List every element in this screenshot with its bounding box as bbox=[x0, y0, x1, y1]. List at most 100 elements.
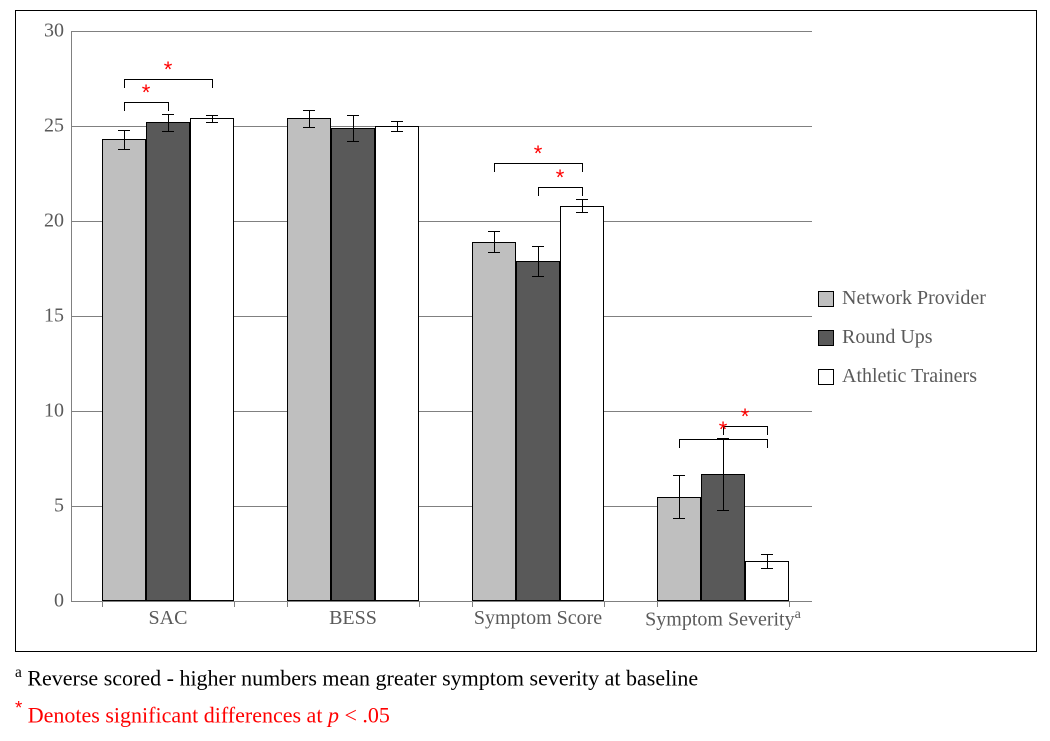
y-tick-label: 5 bbox=[54, 495, 72, 518]
x-tick-mark bbox=[287, 601, 288, 607]
x-tick-label-symsev: Symptom Severitya bbox=[645, 601, 801, 632]
figure: 0 5 10 15 20 25 30 SAC BESS Symptom Score Symptom … bbox=[0, 0, 1050, 741]
legend: Network Provider Round Ups Athletic Traine… bbox=[818, 271, 1018, 404]
sig-bracket-leg bbox=[767, 426, 768, 435]
error-cap bbox=[532, 246, 544, 247]
bar-symscore-at bbox=[560, 206, 604, 601]
x-tick-mark bbox=[472, 601, 473, 607]
sig-bracket-leg bbox=[679, 439, 680, 448]
error-cap bbox=[206, 122, 218, 123]
footnotes: a Reverse scored - higher numbers mean g… bbox=[15, 662, 1035, 731]
sig-bracket-leg bbox=[124, 102, 125, 111]
error-bar bbox=[397, 121, 398, 131]
sig-bracket-leg bbox=[212, 79, 213, 88]
bar-sac-at bbox=[190, 118, 234, 601]
error-bar bbox=[494, 231, 495, 252]
error-cap bbox=[206, 115, 218, 116]
x-tick-label-bess: BESS bbox=[329, 601, 377, 630]
footnote-star-p: p bbox=[328, 703, 339, 728]
y-tick-label: 25 bbox=[44, 115, 72, 138]
chart-frame: 0 5 10 15 20 25 30 SAC BESS Symptom Score Symptom … bbox=[15, 10, 1037, 652]
y-tick-label: 30 bbox=[44, 20, 72, 43]
sig-star: * bbox=[556, 165, 565, 191]
sig-bracket-leg bbox=[124, 79, 125, 88]
y-tick-label: 10 bbox=[44, 400, 72, 423]
sig-bracket-leg bbox=[767, 439, 768, 448]
error-bar bbox=[538, 246, 539, 276]
error-cap bbox=[118, 130, 130, 131]
error-bar bbox=[582, 199, 583, 212]
footnote-a-text: Reverse scored - higher numbers mean gre… bbox=[22, 665, 698, 690]
sig-star: * bbox=[534, 141, 543, 167]
legend-swatch bbox=[818, 330, 834, 346]
y-tick-label: 15 bbox=[44, 305, 72, 328]
sig-star: * bbox=[719, 417, 728, 443]
error-bar bbox=[168, 114, 169, 131]
error-cap bbox=[673, 475, 685, 476]
x-tick-mark bbox=[102, 601, 103, 607]
x-tick-mark bbox=[604, 601, 605, 607]
error-cap bbox=[118, 149, 130, 150]
sig-star: * bbox=[142, 80, 151, 106]
error-bar bbox=[212, 115, 213, 123]
error-cap bbox=[303, 127, 315, 128]
footnote-star-prefix: Denotes significant differences at bbox=[22, 703, 328, 728]
x-tick-label-sac: SAC bbox=[149, 601, 188, 630]
error-cap bbox=[162, 114, 174, 115]
x-tick-label-symscore: Symptom Score bbox=[474, 601, 602, 630]
error-bar bbox=[767, 554, 768, 568]
error-cap bbox=[391, 131, 403, 132]
x-tick-mark bbox=[657, 601, 658, 607]
error-cap bbox=[532, 276, 544, 277]
legend-swatch bbox=[818, 369, 834, 385]
gridline bbox=[72, 31, 812, 32]
footnote-star: * Denotes significant differences at p <… bbox=[15, 694, 1035, 731]
bar-symscore-np bbox=[472, 242, 516, 601]
error-cap bbox=[488, 231, 500, 232]
bar-symscore-ru bbox=[516, 261, 560, 601]
error-cap bbox=[761, 568, 773, 569]
bar-sac-ru bbox=[146, 122, 190, 601]
sig-bracket-leg bbox=[538, 187, 539, 196]
error-bar bbox=[124, 130, 125, 149]
legend-label: Round Ups bbox=[842, 326, 933, 349]
bar-bess-np bbox=[287, 118, 331, 601]
x-tick-mark bbox=[234, 601, 235, 607]
error-bar bbox=[723, 438, 724, 510]
error-cap bbox=[673, 518, 685, 519]
error-bar bbox=[679, 475, 680, 519]
error-bar bbox=[353, 115, 354, 142]
footnote-star-suffix: < .05 bbox=[339, 703, 390, 728]
plot-area: 051015202530SACBESSSymptom ScoreSymptom … bbox=[71, 31, 812, 602]
legend-label: Network Provider bbox=[842, 287, 986, 310]
error-cap bbox=[576, 199, 588, 200]
error-cap bbox=[303, 110, 315, 111]
error-cap bbox=[717, 510, 729, 511]
legend-swatch bbox=[818, 291, 834, 307]
x-tick-sup: a bbox=[795, 607, 801, 622]
error-cap bbox=[347, 115, 359, 116]
legend-row: Round Ups bbox=[818, 326, 1018, 349]
sig-bracket-leg bbox=[494, 163, 495, 172]
x-tick-mark bbox=[419, 601, 420, 607]
error-cap bbox=[391, 121, 403, 122]
bar-sac-np bbox=[102, 139, 146, 601]
sig-star: * bbox=[741, 404, 750, 430]
footnote-a: a Reverse scored - higher numbers mean g… bbox=[15, 662, 1035, 694]
sig-bracket-leg bbox=[582, 187, 583, 196]
legend-row: Network Provider bbox=[818, 287, 1018, 310]
bar-bess-ru bbox=[331, 128, 375, 601]
legend-row: Athletic Trainers bbox=[818, 365, 1018, 388]
x-tick-mark bbox=[789, 601, 790, 607]
error-cap bbox=[347, 141, 359, 142]
error-cap bbox=[488, 252, 500, 253]
sig-bracket-leg bbox=[168, 102, 169, 111]
error-bar bbox=[309, 110, 310, 127]
y-tick-label: 20 bbox=[44, 210, 72, 233]
y-tick-label: 0 bbox=[54, 590, 72, 613]
sig-star: * bbox=[164, 57, 173, 83]
sig-bracket-leg bbox=[582, 163, 583, 172]
error-cap bbox=[576, 212, 588, 213]
error-cap bbox=[162, 131, 174, 132]
bar-bess-at bbox=[375, 126, 419, 601]
